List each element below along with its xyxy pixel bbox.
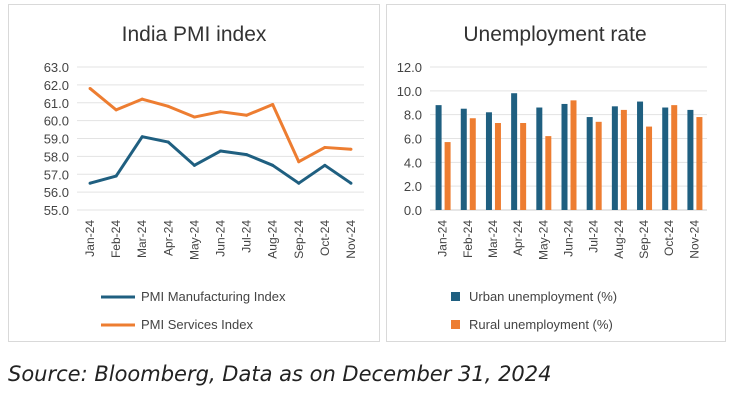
data-point	[166, 104, 170, 108]
data-point	[349, 181, 353, 185]
data-point	[219, 110, 222, 114]
y-tick-label: 56.0	[44, 185, 69, 200]
chart-title: Unemployment rate	[463, 23, 646, 46]
data-point	[323, 145, 327, 149]
data-point	[88, 181, 92, 185]
data-point	[114, 108, 118, 112]
unemployment-chart-panel: Unemployment rate 12.0 10.0 8.0 6.0 4.0 2.0 0.0…	[386, 4, 726, 342]
source-note: Source: Bloomberg, Data as on December 3…	[8, 362, 552, 386]
y-tick-label: 63.0	[44, 60, 69, 75]
bar-urban	[536, 107, 543, 210]
bar-rural	[620, 109, 627, 210]
x-tick-label: Jul-24	[240, 220, 254, 253]
data-point	[271, 103, 275, 107]
data-point	[192, 115, 196, 119]
bar-urban	[662, 107, 669, 210]
x-tick-label: Aug-24	[612, 220, 626, 259]
bar-urban	[687, 109, 694, 210]
data-point	[349, 147, 353, 151]
series-line-manufacturing	[89, 135, 352, 185]
x-tick-label: Sep-24	[637, 220, 651, 259]
x-tick-label: May-24	[187, 220, 201, 260]
x-tick-label: Mar-24	[486, 220, 500, 258]
bar-rural	[494, 123, 501, 210]
data-point	[297, 181, 301, 185]
bar-rural	[469, 118, 476, 210]
legend-label: Rural unemployment (%)	[469, 317, 613, 332]
bar-urban	[511, 93, 518, 210]
x-tick-label: Sep-24	[292, 220, 306, 259]
y-tick-label: 6.0	[404, 132, 422, 147]
legend-label: PMI Manufacturing Index	[141, 289, 286, 304]
x-tick-label: Jan-24	[436, 220, 450, 257]
y-tick-label: 58.0	[44, 149, 69, 164]
bar-rural	[520, 123, 527, 210]
y-tick-label: 62.0	[44, 78, 69, 93]
data-point	[166, 140, 170, 144]
data-point	[245, 113, 249, 117]
x-tick-label: Nov-24	[344, 220, 358, 259]
x-tick-label: Feb-24	[461, 220, 475, 258]
y-tick-label: 12.0	[397, 60, 422, 75]
pmi-chart-panel: India PMI index 63.0 62.0 61.0 60.0 59.0 58.0 5…	[8, 4, 380, 342]
bar-urban	[435, 105, 442, 210]
bar-rural	[570, 100, 577, 210]
x-tick-label: Jun-24	[562, 220, 576, 257]
y-tick-label: 10.0	[397, 84, 422, 99]
bar-rural	[671, 105, 678, 210]
data-point	[192, 163, 196, 167]
data-point	[245, 153, 249, 157]
bar-urban	[485, 112, 492, 210]
bar-rural	[444, 142, 451, 210]
data-point	[88, 86, 92, 90]
legend-swatch	[451, 292, 460, 301]
x-tick-label: Oct-24	[318, 220, 332, 256]
legend-swatch	[451, 320, 460, 329]
x-tick-label: Jul-24	[587, 220, 601, 253]
data-point	[140, 135, 144, 139]
bar-urban	[611, 106, 618, 210]
x-tick-label: Feb-24	[109, 220, 123, 258]
data-point	[114, 174, 118, 178]
bar-rural	[545, 136, 552, 210]
bar-rural	[595, 121, 602, 210]
data-point	[271, 163, 275, 167]
x-tick-label: Aug-24	[266, 220, 280, 259]
data-point	[323, 163, 327, 167]
y-tick-label: 4.0	[404, 155, 422, 170]
data-point	[219, 149, 222, 153]
x-tick-label: Mar-24	[135, 220, 149, 258]
y-tick-label: 0.0	[404, 203, 422, 218]
y-tick-label: 61.0	[44, 96, 69, 111]
bar-urban	[586, 117, 593, 210]
x-tick-label: Apr-24	[511, 220, 525, 256]
data-point	[297, 160, 301, 164]
x-tick-label: Nov-24	[687, 220, 701, 259]
data-point	[140, 97, 144, 101]
bar-urban	[637, 101, 644, 210]
x-tick-label: Oct-24	[662, 220, 676, 256]
x-tick-label: Jun-24	[214, 220, 228, 257]
x-tick-label: Apr-24	[161, 220, 175, 256]
bar-urban	[561, 103, 568, 210]
bar-rural	[646, 126, 653, 210]
bar-urban	[460, 108, 467, 210]
x-tick-label: Jan-24	[83, 220, 97, 257]
pmi-line-chart: India PMI index 63.0 62.0 61.0 60.0 59.0 58.0 5…	[44, 23, 364, 332]
y-tick-label: 60.0	[44, 114, 69, 129]
y-tick-label: 57.0	[44, 167, 69, 182]
y-tick-label: 59.0	[44, 132, 69, 147]
y-tick-label: 8.0	[404, 108, 422, 123]
legend-label: PMI Services Index	[141, 317, 253, 332]
y-tick-label: 55.0	[44, 203, 69, 218]
legend-label: Urban unemployment (%)	[469, 289, 617, 304]
chart-title: India PMI index	[122, 23, 267, 46]
y-tick-label: 2.0	[404, 179, 422, 194]
bar-rural	[696, 117, 703, 210]
x-tick-label: May-24	[536, 220, 550, 260]
unemployment-bar-chart: Unemployment rate 12.0 10.0 8.0 6.0 4.0 2.0 0.0…	[397, 23, 707, 332]
